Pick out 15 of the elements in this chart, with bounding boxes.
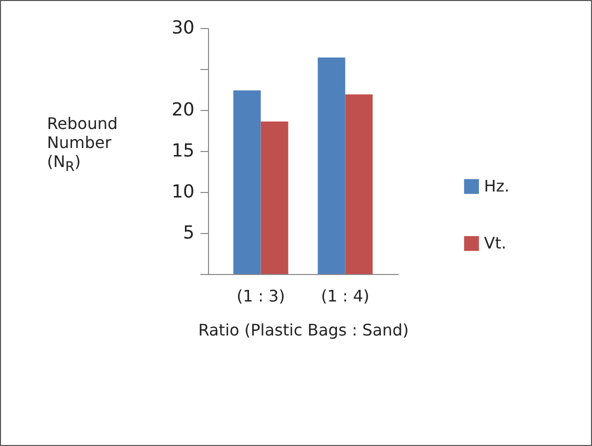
legend-label: Vt. [484, 234, 506, 252]
y-tick-label: 10 [172, 182, 194, 202]
bar [233, 90, 261, 274]
legend-label: Hz. [484, 176, 510, 196]
x-tick-label: (1 : 3) [236, 286, 285, 306]
x-tick-label: (1 : 4) [321, 286, 370, 306]
bar [260, 121, 288, 274]
y-tick-label: 5 [183, 222, 194, 244]
y-tick-label: 20 [172, 100, 194, 120]
bar [345, 94, 373, 274]
bar [318, 58, 346, 274]
y-axis-title: Rebound Number (N$_{R}$) [47, 114, 119, 178]
y-tick-label: 30 [172, 18, 194, 38]
y-tick-label: 15 [172, 140, 194, 162]
x-axis-title: Ratio (Plastic Bags : Sand) [198, 320, 409, 340]
